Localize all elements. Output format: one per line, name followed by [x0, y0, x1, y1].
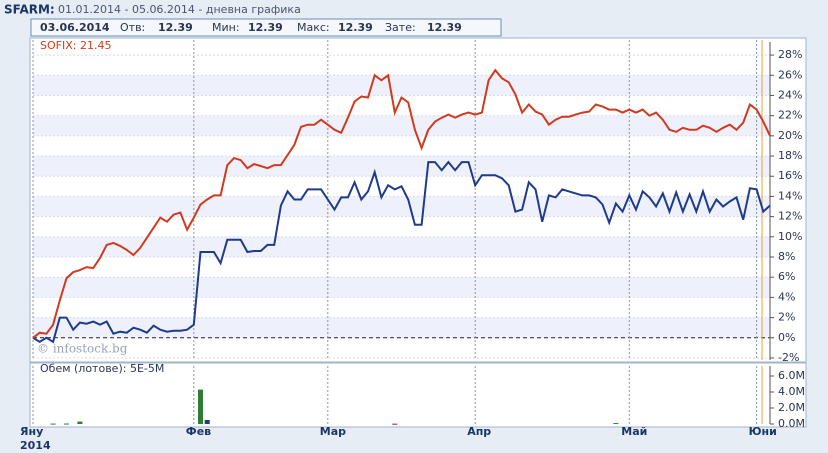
- y-tick-label: 6%: [778, 270, 795, 283]
- info-value: 12.39: [338, 21, 373, 34]
- header-title: SFARM:: [4, 3, 55, 17]
- volume-bar: [198, 389, 203, 424]
- y-tick-label: 12%: [778, 210, 802, 223]
- series-line: [32, 160, 771, 344]
- info-label: Отв:: [120, 21, 145, 34]
- y-tick-label: 18%: [778, 149, 802, 162]
- y-tick-label: 6.0M: [778, 369, 805, 382]
- volume-panel: [29, 362, 807, 428]
- y-tick-label: 24%: [778, 88, 802, 101]
- info-label: Мин:: [212, 21, 240, 34]
- info-value: 12.39: [427, 21, 462, 34]
- x-tick-label: Мар: [320, 425, 346, 438]
- volume-bar: [77, 421, 83, 424]
- y-tick-label: 4.0M: [778, 385, 805, 398]
- x-tick-label: Юни: [749, 425, 777, 438]
- legend-label: SOFIX: 21.45: [40, 39, 111, 52]
- grid-band: [33, 277, 770, 298]
- y-tick-label: 2.0M: [778, 401, 805, 414]
- info-value: 12.39: [158, 21, 193, 34]
- y-tick-label: -2%: [778, 351, 799, 364]
- grid-band: [33, 115, 770, 136]
- y-tick-label: 8%: [778, 250, 795, 263]
- volume-bar: [50, 423, 56, 425]
- y-tick-label: 4%: [778, 290, 795, 303]
- x-tick-label: Фев: [186, 425, 211, 438]
- info-date: 03.06.2014: [40, 21, 110, 34]
- grid-band: [33, 75, 770, 96]
- volume-bar: [64, 423, 69, 425]
- y-tick-label: 16%: [778, 169, 802, 182]
- info-box: [30, 18, 502, 37]
- y-tick-label: 14%: [778, 189, 802, 202]
- y-tick-label: 20%: [778, 129, 802, 142]
- watermark: © infostock.bg: [37, 342, 128, 356]
- price-chart: -2% 0% 2% 4% 6% 8% 10% 12% 14% 16% 18% 20% 22% 24% 26%…: [32, 39, 802, 364]
- volume-chart: 0.0M 2.0M 4.0M 6.0M Обем (лотове): 5E-5M: [32, 362, 805, 430]
- info-value: 12.39: [248, 21, 283, 34]
- info-label: Макс:: [297, 21, 330, 34]
- series-line: [32, 68, 771, 339]
- x-tick-label: Май: [621, 425, 647, 438]
- grid-band: [33, 236, 770, 258]
- x-tick-label: Апр: [467, 425, 491, 438]
- grid-band: [33, 196, 770, 217]
- volume-bar: [613, 423, 619, 425]
- volume-bar: [204, 420, 210, 424]
- volume-title: Обем (лотове): 5E-5M: [40, 362, 164, 375]
- y-tick-label: 28%: [778, 48, 802, 61]
- x-year-label: 2014: [20, 439, 51, 452]
- volume-bar: [392, 423, 398, 425]
- info-label: Зате:: [385, 21, 416, 34]
- y-tick-label: 2%: [778, 311, 795, 324]
- y-tick-label: 26%: [778, 68, 802, 81]
- grid-band: [33, 156, 770, 177]
- y-tick-label: 0.0M: [778, 417, 805, 430]
- y-tick-label: 0%: [778, 331, 795, 344]
- grid-band: [33, 317, 770, 338]
- y-tick-label: 10%: [778, 230, 802, 243]
- header-subtitle: 01.01.2014 - 05.06.2014 - дневна графика: [58, 3, 301, 16]
- x-tick-label: Яну: [20, 425, 43, 438]
- y-tick-label: 22%: [778, 109, 802, 122]
